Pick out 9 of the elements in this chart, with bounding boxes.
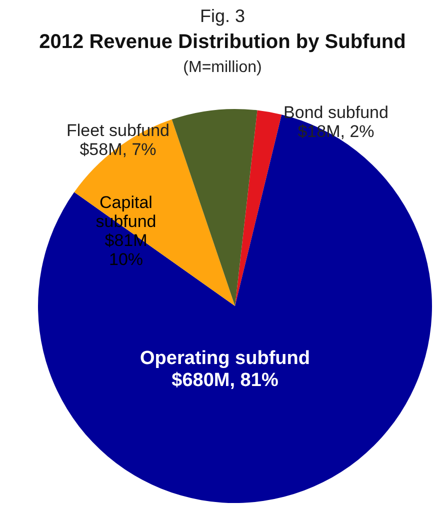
pie-slice — [235, 110, 282, 306]
chart-subtitle: (M=million) — [183, 59, 262, 76]
slice-label: Bond subfund — [284, 103, 388, 122]
chart-title: 2012 Revenue Distribution by Subfund — [39, 31, 406, 53]
slice-label: Operating subfund — [140, 348, 310, 369]
caption: Fig. 3 — [200, 6, 246, 26]
pie-slice — [172, 109, 258, 306]
data-label: $680M, 81% — [172, 370, 278, 391]
data-label: $81M 10% — [104, 231, 148, 269]
